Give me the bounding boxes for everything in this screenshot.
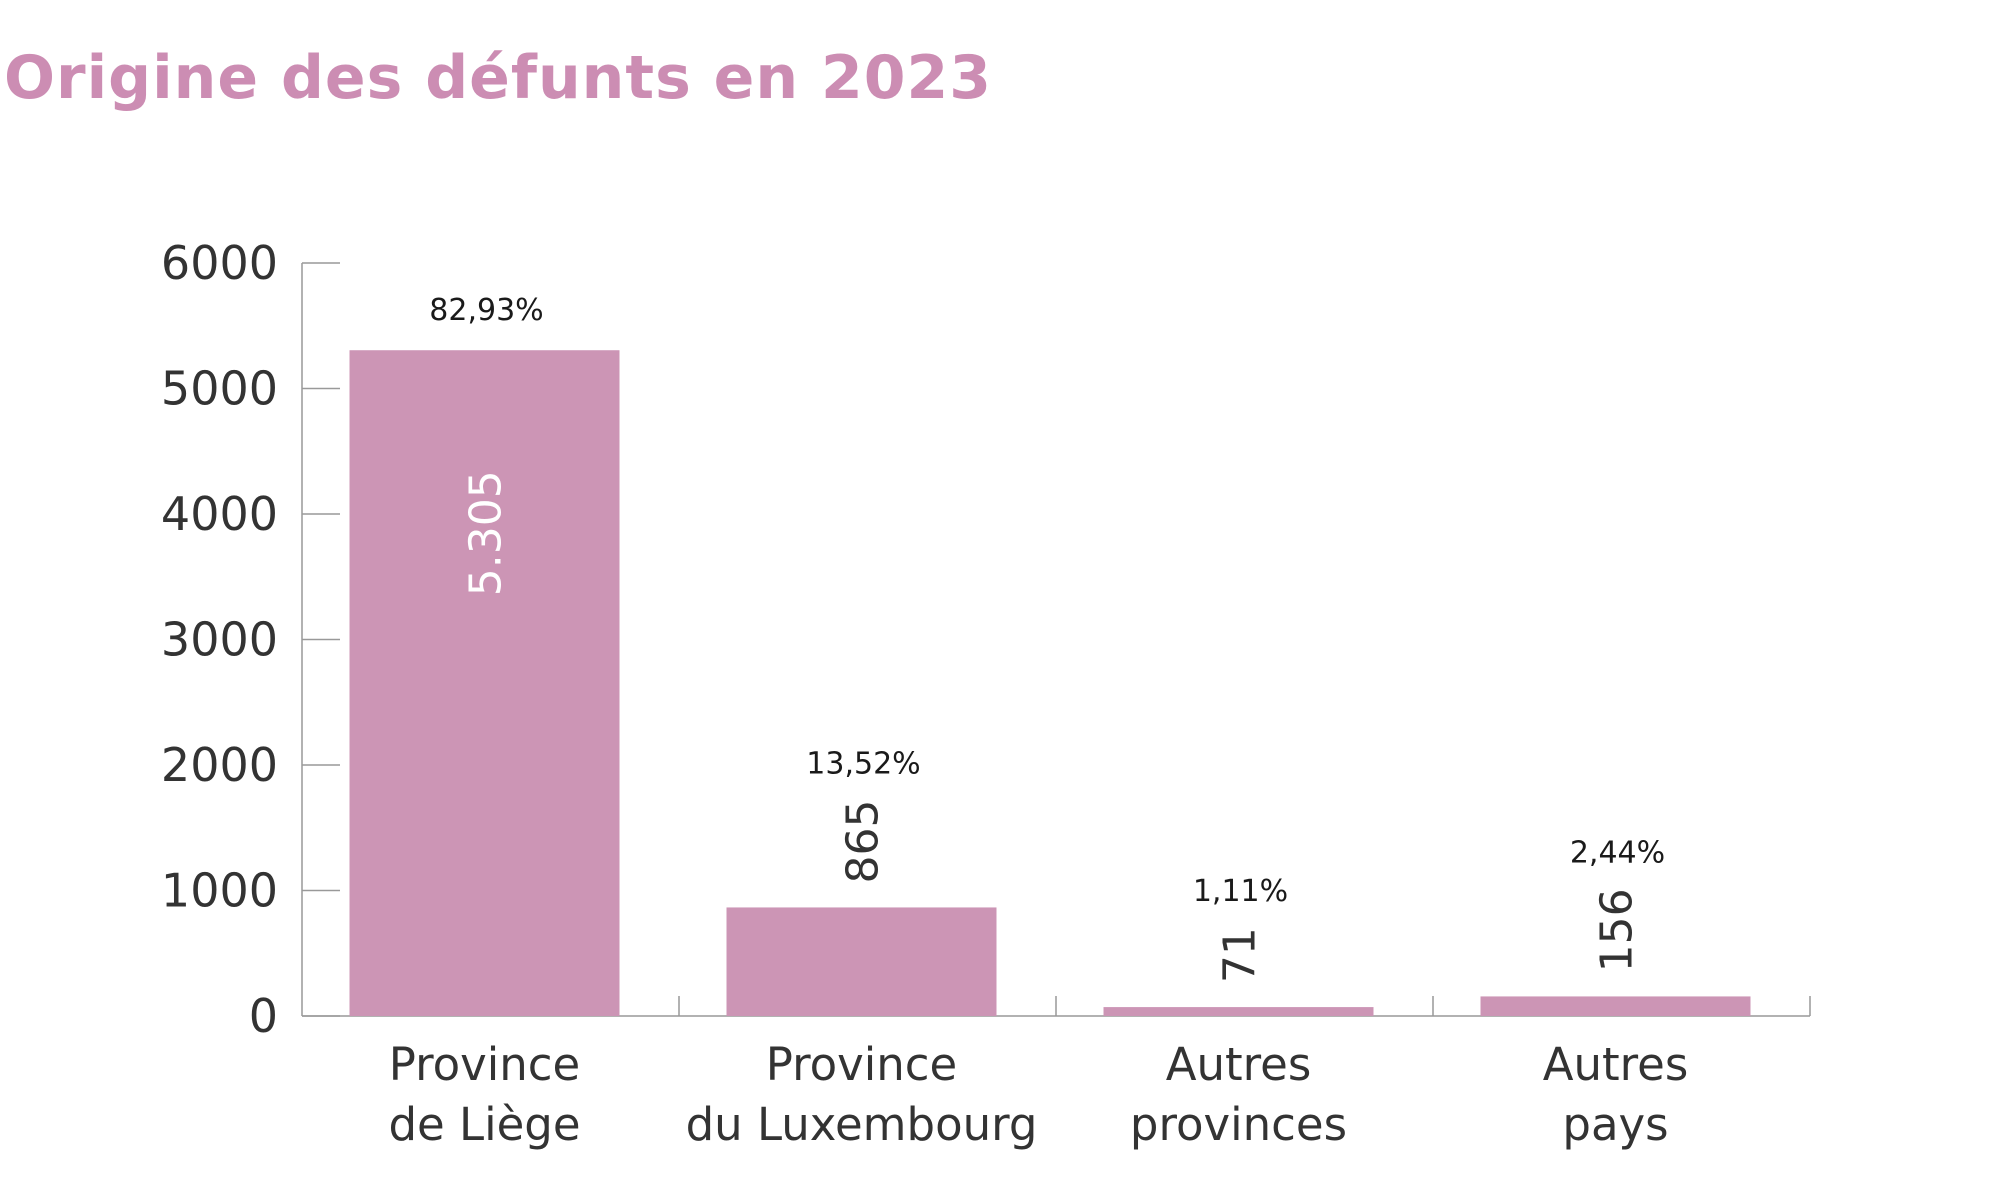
bar [727,907,997,1016]
y-tick-label: 4000 [161,487,278,541]
y-tick-label: 0 [249,989,278,1043]
y-tick-label: 3000 [161,613,278,667]
percent-label: 82,93% [429,293,543,328]
bar [350,350,620,1016]
y-tick-label: 6000 [161,236,278,290]
bar-series [350,350,1751,1016]
value-label: 5.305 [461,470,512,596]
y-tick-label: 1000 [161,864,278,918]
bar [1481,996,1751,1016]
value-label: 865 [838,799,889,883]
percent-label: 2,44% [1570,835,1665,870]
category-label: Autres pays [1543,1038,1689,1151]
category-label: Province du Luxembourg [686,1038,1038,1151]
percent-label: 1,11% [1193,874,1288,909]
bar [1104,1007,1374,1016]
y-tick-label: 5000 [161,362,278,416]
category-label: Province de Liège [388,1038,580,1151]
y-tick-label: 2000 [161,738,278,792]
value-label: 156 [1592,888,1643,972]
percent-label: 13,52% [806,746,920,781]
category-label: Autres provinces [1130,1038,1347,1151]
value-label: 71 [1215,927,1266,983]
